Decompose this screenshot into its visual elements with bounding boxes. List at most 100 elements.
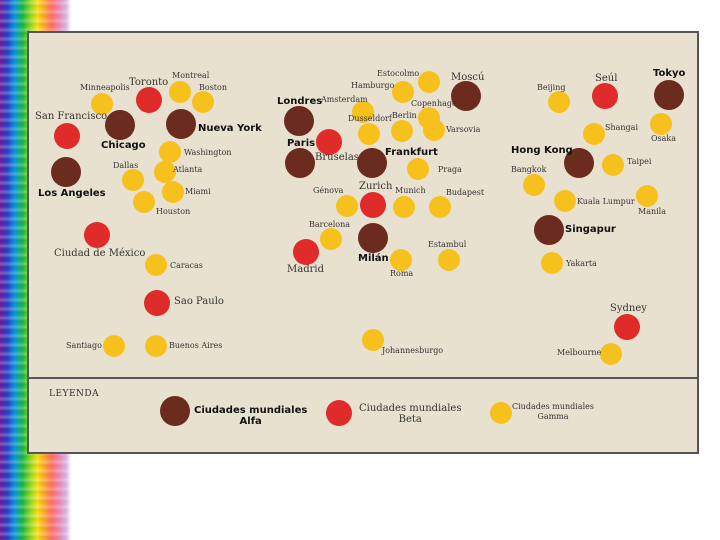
city-dot-paris bbox=[316, 129, 342, 155]
city-label-houston: Houston bbox=[156, 207, 191, 216]
city-label-dusseldorf: Dusseldorf bbox=[348, 114, 392, 123]
city-dot-boston bbox=[192, 91, 214, 113]
city-dot-buenos-aires bbox=[145, 335, 167, 357]
legend-title: LEYENDA bbox=[49, 389, 100, 399]
city-label-melbourne: Melbourne bbox=[557, 348, 602, 357]
city-dot-sydney bbox=[614, 314, 640, 340]
city-dot-shangai bbox=[583, 123, 605, 145]
city-label-hamburgo: Hamburgo bbox=[351, 81, 395, 90]
city-dot-genova bbox=[336, 195, 358, 217]
city-dot-houston bbox=[133, 191, 155, 213]
city-label-zurich: Zurich bbox=[359, 181, 393, 192]
city-dot-atlanta bbox=[154, 161, 176, 183]
city-dot-kuala-lumpur bbox=[554, 190, 576, 212]
city-dot-londres bbox=[284, 106, 314, 136]
city-label-chicago: Chicago bbox=[101, 140, 146, 151]
city-dot-caracas bbox=[145, 254, 167, 276]
legend-alpha-swatch bbox=[160, 396, 190, 426]
city-label-hong-kong: Hong Kong bbox=[511, 145, 573, 156]
legend-beta-line2: Beta bbox=[398, 414, 422, 425]
city-dot-santiago bbox=[103, 335, 125, 357]
city-dot-seul bbox=[592, 83, 618, 109]
city-label-shangai: Shangai bbox=[605, 123, 639, 132]
city-dot-beijing bbox=[548, 91, 570, 113]
city-dot-frankfurt bbox=[357, 148, 387, 178]
city-label-singapur: Singapur bbox=[565, 224, 616, 235]
city-label-manila: Manila bbox=[638, 207, 666, 216]
city-dot-moscu bbox=[451, 81, 481, 111]
city-label-taipei: Taipei bbox=[627, 157, 652, 166]
city-dot-osaka bbox=[650, 113, 672, 135]
legend-gamma-line1: Ciudades mundiales bbox=[512, 402, 594, 411]
city-label-frankfurt: Frankfurt bbox=[385, 147, 438, 158]
city-dot-munich bbox=[393, 196, 415, 218]
city-label-madrid: Madrid bbox=[287, 264, 324, 275]
city-label-sao-paulo: Sao Paulo bbox=[174, 296, 224, 307]
city-dot-tokyo bbox=[654, 80, 684, 110]
city-dot-milan bbox=[358, 223, 388, 253]
city-label-tokyo: Tokyo bbox=[653, 68, 686, 79]
city-dot-zurich bbox=[360, 192, 386, 218]
city-dot-berlin bbox=[391, 120, 413, 142]
city-label-praga: Praga bbox=[438, 165, 462, 174]
city-dot-bangkok bbox=[523, 174, 545, 196]
city-label-milan: Milán bbox=[358, 253, 389, 264]
city-dot-yakarta bbox=[541, 252, 563, 274]
city-dot-bruselas bbox=[285, 148, 315, 178]
city-dot-hamburgo bbox=[392, 81, 414, 103]
city-label-bangkok: Bangkok bbox=[511, 165, 547, 174]
city-dot-manila bbox=[636, 185, 658, 207]
city-label-barcelona: Barcelona bbox=[309, 220, 350, 229]
city-dot-melbourne bbox=[600, 343, 622, 365]
city-label-ciudad-de-mexico: Ciudad de México bbox=[54, 248, 146, 259]
city-dot-los-angeles bbox=[51, 157, 81, 187]
city-label-atlanta: Atlanta bbox=[173, 165, 203, 174]
legend-gamma-label: Ciudades mundiales Gamma bbox=[512, 402, 594, 422]
city-dot-nueva-york bbox=[166, 109, 196, 139]
legend-alpha-line1: Ciudades mundiales bbox=[194, 405, 308, 416]
city-label-los-angeles: Los Angeles bbox=[38, 188, 106, 199]
city-dot-montreal bbox=[169, 81, 191, 103]
city-label-beijing: Beijing bbox=[537, 83, 566, 92]
city-dot-washington bbox=[159, 141, 181, 163]
legend-divider bbox=[29, 377, 697, 379]
city-label-johannesburgo: Johannesburgo bbox=[382, 346, 444, 355]
legend-gamma-swatch bbox=[490, 402, 512, 424]
city-dot-dallas bbox=[122, 169, 144, 191]
city-dot-hong-kong bbox=[564, 148, 594, 178]
legend-beta-line1: Ciudades mundiales bbox=[359, 403, 462, 414]
city-dot-minneapolis bbox=[91, 93, 113, 115]
city-label-caracas: Caracas bbox=[170, 261, 203, 270]
city-dot-dusseldorf bbox=[358, 123, 380, 145]
city-dot-madrid bbox=[293, 239, 319, 265]
city-label-san-francisco: San Francisco bbox=[35, 111, 108, 122]
city-dot-san-francisco bbox=[54, 123, 80, 149]
city-label-munich: Munich bbox=[395, 186, 426, 195]
city-label-amsterdam: Amsterdam bbox=[321, 95, 368, 104]
city-label-londres: Londres bbox=[277, 96, 323, 107]
city-label-montreal: Montreal bbox=[172, 71, 210, 80]
city-dot-toronto bbox=[136, 87, 162, 113]
city-dot-budapest bbox=[429, 196, 451, 218]
city-dot-roma bbox=[390, 249, 412, 271]
legend-alpha-label: Ciudades mundiales Alfa bbox=[194, 405, 307, 427]
city-dot-amsterdam bbox=[352, 101, 374, 123]
city-dot-estocolmo bbox=[418, 71, 440, 93]
city-dot-varsovia bbox=[423, 119, 445, 141]
city-label-berlin: Berlin bbox=[392, 111, 417, 120]
city-dot-johannesburgo bbox=[362, 329, 384, 351]
city-label-osaka: Osaka bbox=[651, 134, 677, 143]
city-label-varsovia: Varsovia bbox=[446, 125, 481, 134]
city-dot-praga bbox=[407, 158, 429, 180]
city-dot-taipei bbox=[602, 154, 624, 176]
city-dot-sao-paulo bbox=[144, 290, 170, 316]
city-label-kuala-lumpur: Kuala Lumpur bbox=[577, 197, 635, 206]
city-label-miami: Miami bbox=[185, 187, 211, 196]
city-dot-singapur bbox=[534, 215, 564, 245]
city-label-boston: Boston bbox=[199, 83, 227, 92]
city-label-genova: Génova bbox=[313, 186, 344, 195]
city-label-sydney: Sydney bbox=[610, 303, 647, 314]
city-label-dallas: Dallas bbox=[113, 161, 139, 170]
world-cities-map: Minneapolis Toronto Montreal Boston San … bbox=[27, 31, 699, 454]
legend-gamma-line2: Gamma bbox=[537, 412, 569, 421]
